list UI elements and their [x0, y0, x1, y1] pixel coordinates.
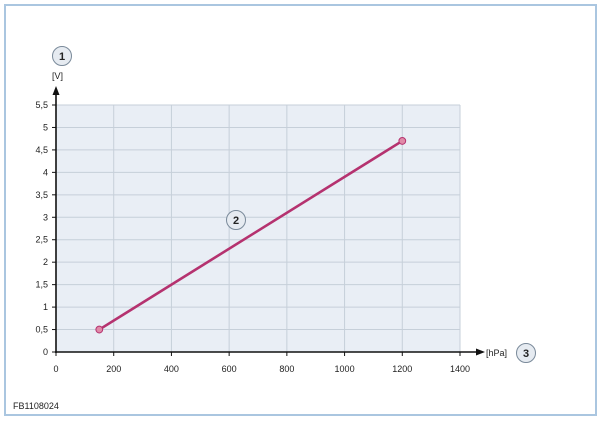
callout-badge-line-text: 2: [233, 215, 239, 227]
y-tick-label: 4: [43, 167, 48, 177]
y-tick-label: 5,5: [35, 100, 48, 110]
callout-badge-y-axis-text: 1: [59, 51, 65, 63]
y-axis-arrow: [52, 86, 60, 95]
y-tick-label: 0,5: [35, 325, 48, 335]
y-axis-unit-label: [V]: [52, 71, 63, 81]
x-tick-label: 400: [164, 364, 179, 374]
x-tick-label: 0: [53, 364, 58, 374]
y-tick-label: 1,5: [35, 280, 48, 290]
data-point: [95, 325, 104, 334]
y-tick-label: 3,5: [35, 190, 48, 200]
x-axis-arrow: [476, 348, 485, 356]
x-tick-label: 1000: [335, 364, 355, 374]
x-tick-label: 800: [279, 364, 294, 374]
y-tick-label: 1: [43, 302, 48, 312]
y-tick-label: 2: [43, 257, 48, 267]
callout-badge-y-axis: 1: [52, 46, 72, 66]
x-tick-label: 600: [222, 364, 237, 374]
x-tick-label: 1400: [450, 364, 470, 374]
y-tick-label: 5: [43, 122, 48, 132]
x-axis-unit-label: [hPa]: [486, 348, 507, 358]
figure-id-label: FB1108024: [13, 401, 59, 411]
y-tick-label: 2,5: [35, 235, 48, 245]
y-tick-label: 3: [43, 212, 48, 222]
series-line: [97, 139, 404, 331]
y-tick-label: 0: [43, 347, 48, 357]
x-tick-label: 200: [106, 364, 121, 374]
callout-badge-line: 2: [226, 210, 246, 230]
y-tick-label: 4,5: [35, 145, 48, 155]
callout-badge-x-axis-text: 3: [523, 348, 529, 360]
data-point: [398, 137, 407, 145]
callout-badge-x-axis: 3: [516, 343, 536, 363]
x-tick-label: 1200: [392, 364, 412, 374]
